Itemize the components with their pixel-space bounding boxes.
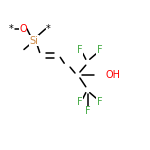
Text: F: F [77,96,83,106]
Text: *: * [46,24,51,34]
Text: F: F [85,106,91,116]
Text: F: F [97,96,102,106]
Text: *: * [9,24,14,34]
Text: Si: Si [29,36,38,46]
Text: O: O [19,24,27,34]
Text: F: F [77,45,83,56]
Text: OH: OH [105,70,120,80]
Text: F: F [97,45,102,56]
